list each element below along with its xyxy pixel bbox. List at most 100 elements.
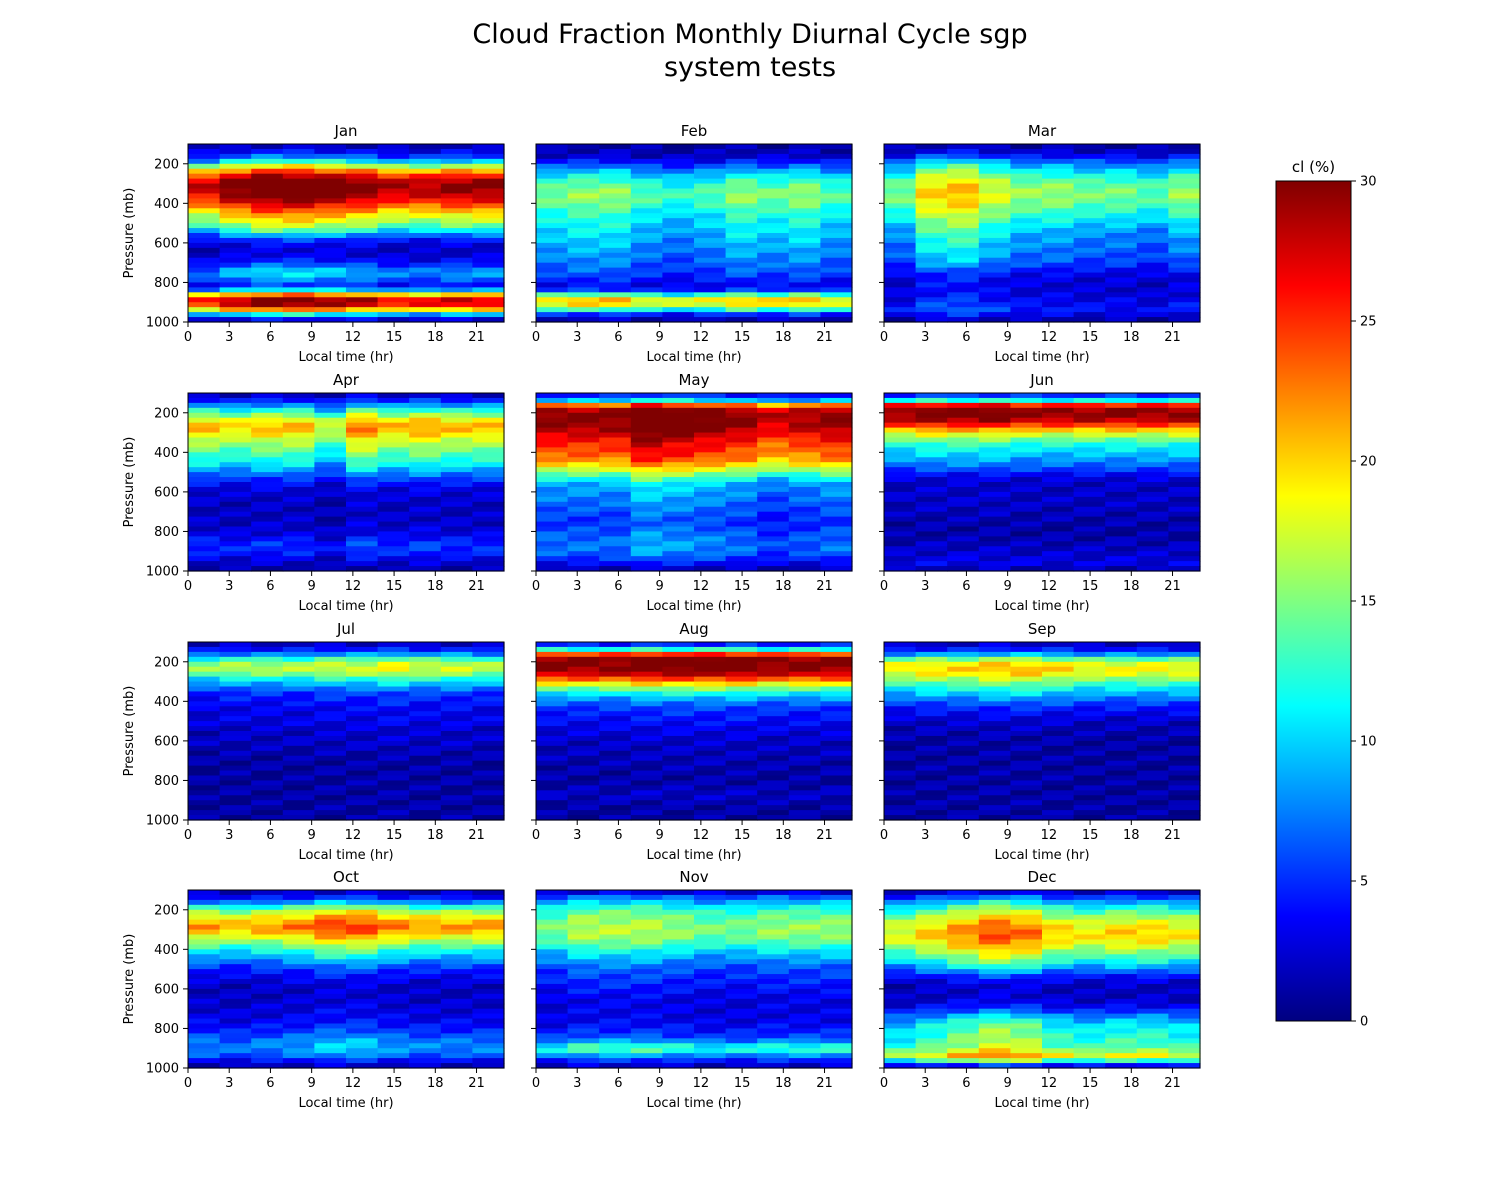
heatmap-cell bbox=[251, 899, 284, 906]
y-axis-label: Pressure (mb) bbox=[122, 686, 137, 777]
heatmap-cell bbox=[820, 307, 853, 313]
heatmap-cell bbox=[440, 726, 473, 732]
heatmap-cell bbox=[599, 974, 632, 980]
heatmap-cell bbox=[472, 676, 505, 683]
heatmap-cell bbox=[1073, 988, 1106, 995]
heatmap-cell bbox=[567, 681, 600, 688]
heatmap-cell bbox=[219, 462, 252, 468]
heatmap-cell bbox=[694, 148, 727, 155]
heatmap-cell bbox=[282, 297, 315, 303]
heatmap-cell bbox=[599, 760, 632, 767]
heatmap-cell bbox=[915, 546, 948, 552]
heatmap-cell bbox=[694, 267, 727, 274]
heatmap-cell bbox=[1136, 417, 1169, 424]
heatmap-cell bbox=[1073, 153, 1106, 160]
heatmap-cell bbox=[884, 1058, 917, 1064]
heatmap-cell bbox=[1105, 457, 1138, 463]
heatmap-cell bbox=[694, 1053, 727, 1059]
heatmap-cell bbox=[409, 909, 442, 916]
heatmap-cell bbox=[884, 153, 917, 160]
heatmap-cell bbox=[409, 233, 442, 239]
heatmap-cell bbox=[757, 417, 790, 424]
heatmap-cell bbox=[725, 909, 758, 916]
x-tick-label: 18 bbox=[427, 1076, 444, 1091]
heatmap-cell bbox=[1073, 686, 1106, 693]
heatmap-cell bbox=[440, 521, 473, 528]
heatmap-cell bbox=[820, 661, 853, 668]
heatmap-cell bbox=[1073, 242, 1106, 249]
heatmap-cell bbox=[251, 531, 284, 537]
heatmap-cell bbox=[884, 716, 917, 722]
heatmap-cell bbox=[377, 252, 410, 259]
heatmap-cell bbox=[757, 775, 790, 782]
x-tick-label: 0 bbox=[880, 1076, 888, 1091]
heatmap-cell bbox=[915, 934, 948, 941]
heatmap-cell bbox=[567, 262, 600, 269]
heatmap-cell bbox=[472, 213, 505, 219]
heatmap-cell bbox=[377, 432, 410, 439]
heatmap-cell bbox=[1073, 790, 1106, 796]
x-tick-label: 3 bbox=[573, 1076, 581, 1091]
heatmap-cell bbox=[915, 267, 948, 274]
heatmap-cell bbox=[884, 890, 917, 896]
heatmap-cell bbox=[662, 765, 695, 772]
heatmap-cell bbox=[188, 711, 221, 717]
heatmap-cell bbox=[219, 242, 252, 249]
heatmap-cell bbox=[1105, 153, 1138, 160]
heatmap-cell bbox=[346, 477, 379, 483]
heatmap-cell bbox=[1073, 223, 1106, 229]
heatmap-cell bbox=[978, 397, 1011, 404]
heatmap-cell bbox=[915, 750, 948, 757]
heatmap-cell bbox=[251, 541, 284, 547]
heatmap-cell bbox=[1105, 676, 1138, 683]
heatmap-cell bbox=[377, 1013, 410, 1020]
heatmap-cell bbox=[788, 770, 821, 777]
heatmap-cell bbox=[1105, 790, 1138, 796]
heatmap-cell bbox=[1010, 988, 1043, 995]
heatmap-cell bbox=[1105, 944, 1138, 950]
heatmap-cell bbox=[915, 686, 948, 693]
heatmap-cell bbox=[567, 228, 600, 234]
heatmap-cell bbox=[884, 1018, 917, 1025]
heatmap-cell bbox=[915, 1043, 948, 1049]
heatmap-cell bbox=[536, 1003, 569, 1010]
heatmap-cell bbox=[188, 716, 221, 722]
x-tick-label: 9 bbox=[1004, 579, 1012, 594]
heatmap-cell bbox=[1010, 676, 1043, 683]
heatmap-cell bbox=[472, 800, 505, 806]
heatmap-cell bbox=[282, 267, 315, 274]
heatmap-cell bbox=[1042, 805, 1075, 811]
heatmap-cell bbox=[788, 526, 821, 533]
heatmap-cell bbox=[219, 287, 252, 293]
heatmap-cell bbox=[1042, 566, 1075, 572]
heatmap-cell bbox=[1010, 511, 1043, 518]
heatmap-cell bbox=[978, 272, 1011, 279]
heatmap-cell bbox=[915, 447, 948, 453]
heatmap-cell bbox=[219, 467, 252, 473]
heatmap-cell bbox=[1010, 297, 1043, 303]
heatmap-cell bbox=[884, 909, 917, 916]
heatmap-cell bbox=[251, 1018, 284, 1025]
heatmap-cell bbox=[1105, 551, 1138, 557]
heatmap-cell bbox=[536, 696, 569, 702]
heatmap-cell bbox=[1105, 929, 1138, 936]
heatmap-cell bbox=[1136, 721, 1169, 727]
heatmap-cell bbox=[1010, 257, 1043, 264]
heatmap-cell bbox=[725, 407, 758, 414]
heatmap-cell bbox=[915, 178, 948, 185]
heatmap-cell bbox=[1105, 292, 1138, 298]
heatmap-cell bbox=[377, 402, 410, 409]
heatmap-cell bbox=[1105, 671, 1138, 678]
heatmap-cell bbox=[662, 566, 695, 572]
heatmap-cell bbox=[251, 755, 284, 762]
heatmap-cell bbox=[1168, 1003, 1201, 1010]
heatmap-cell bbox=[346, 148, 379, 155]
heatmap-cell bbox=[536, 193, 569, 199]
heatmap-cell bbox=[978, 1033, 1011, 1039]
heatmap-cell bbox=[251, 954, 284, 960]
heatmap-cell bbox=[599, 696, 632, 702]
heatmap-cell bbox=[599, 979, 632, 985]
heatmap-cell bbox=[1136, 894, 1169, 901]
heatmap-cell bbox=[440, 919, 473, 926]
heatmap-cell bbox=[1168, 277, 1201, 284]
